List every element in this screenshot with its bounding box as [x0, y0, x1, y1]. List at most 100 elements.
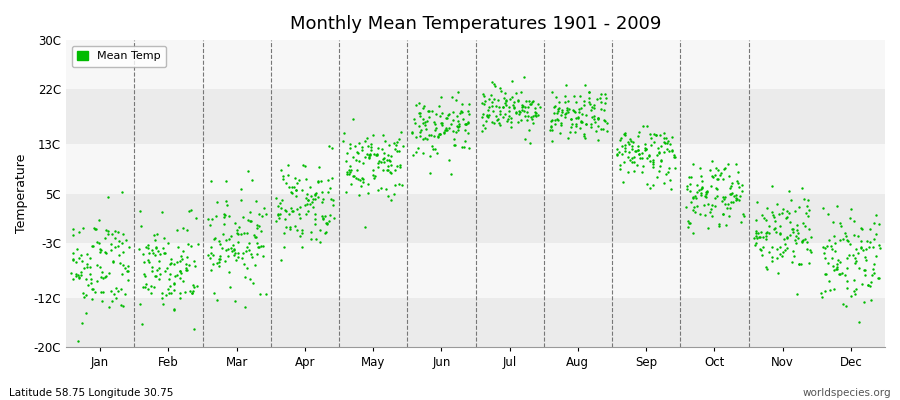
Point [853, 245, 868, 251]
Point [560, 107, 574, 113]
Point [449, 112, 464, 119]
Point [612, 149, 626, 156]
Point [737, 212, 751, 219]
Point [582, 101, 597, 108]
Point [231, 230, 246, 237]
Title: Monthly Mean Temperatures 1901 - 2009: Monthly Mean Temperatures 1901 - 2009 [290, 15, 662, 33]
Point [513, 109, 527, 115]
Point [632, 151, 646, 158]
Point [355, 175, 369, 182]
Point [457, 121, 472, 128]
Point [159, 265, 174, 271]
Point [98, 226, 112, 233]
Point [209, 212, 223, 219]
Point [220, 253, 235, 259]
Point [750, 235, 764, 241]
Point [138, 273, 152, 279]
Point [773, 231, 788, 237]
Point [461, 108, 475, 114]
Point [710, 193, 724, 199]
Point [286, 207, 301, 214]
Point [361, 142, 375, 149]
Point [798, 222, 813, 229]
Point [821, 210, 835, 217]
Point [840, 254, 854, 261]
Point [688, 208, 702, 215]
Point [552, 99, 566, 106]
Point [765, 244, 779, 250]
Point [371, 160, 385, 166]
Point [88, 288, 103, 295]
Point [256, 253, 270, 259]
Point [364, 146, 378, 153]
Point [684, 199, 698, 206]
Point [254, 243, 268, 250]
Point [138, 283, 152, 290]
Point [594, 91, 608, 97]
Point [769, 218, 783, 225]
Point [71, 254, 86, 261]
Point [463, 111, 477, 118]
Point [620, 139, 634, 145]
Point [160, 286, 175, 292]
Point [227, 246, 241, 253]
Point [67, 232, 81, 238]
Point [299, 211, 313, 218]
Point [860, 282, 875, 288]
Point [747, 242, 761, 248]
Point [526, 113, 540, 119]
Point [647, 131, 662, 138]
Point [609, 151, 624, 157]
Point [146, 250, 160, 257]
Point [762, 230, 777, 236]
Point [767, 226, 781, 232]
Point [660, 146, 674, 153]
Point [712, 221, 726, 227]
Point [820, 243, 834, 249]
Point [662, 177, 677, 183]
Y-axis label: Temperature: Temperature [15, 154, 28, 233]
Point [104, 240, 119, 247]
Point [617, 132, 632, 139]
Point [694, 186, 708, 192]
Point [225, 242, 239, 249]
Point [511, 107, 526, 114]
Point [215, 245, 230, 251]
Point [204, 178, 219, 184]
Point [650, 152, 664, 158]
Point [838, 230, 852, 236]
Point [733, 184, 747, 190]
Point [175, 270, 189, 276]
Point [228, 298, 242, 304]
Point [684, 174, 698, 180]
Point [753, 247, 768, 253]
Point [238, 248, 253, 254]
Point [756, 234, 770, 240]
Point [775, 210, 789, 216]
Point [347, 173, 362, 179]
Point [579, 111, 593, 118]
Point [614, 134, 628, 141]
Point [618, 130, 633, 136]
Point [222, 213, 237, 220]
Point [326, 197, 340, 203]
Point [705, 212, 719, 219]
Point [772, 223, 787, 230]
Point [281, 172, 295, 179]
Point [276, 173, 291, 179]
Point [724, 199, 738, 206]
Point [135, 321, 149, 327]
Point [722, 213, 736, 220]
Point [252, 211, 266, 217]
Point [649, 131, 663, 138]
Point [161, 240, 176, 246]
Point [442, 110, 456, 117]
Point [775, 252, 789, 259]
Point [442, 156, 456, 163]
Point [644, 185, 658, 191]
Point [502, 107, 517, 114]
Point [804, 249, 818, 256]
Point [852, 265, 867, 272]
Point [547, 117, 562, 124]
Point [577, 102, 591, 108]
